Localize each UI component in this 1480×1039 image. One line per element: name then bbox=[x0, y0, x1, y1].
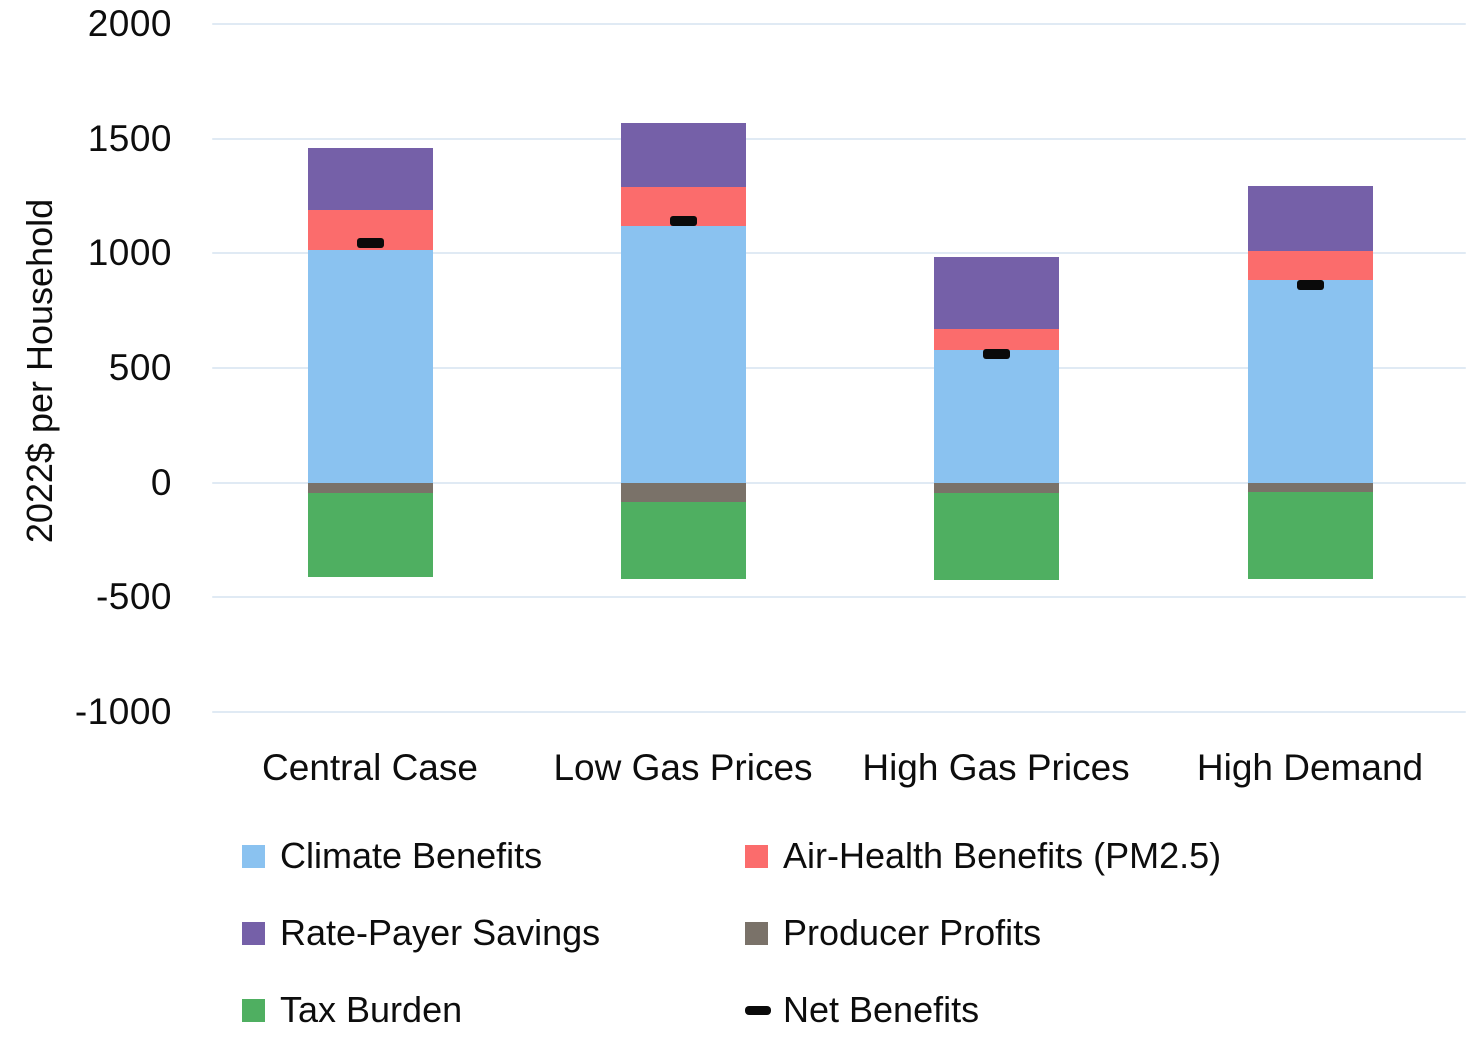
x-axis-label: High Gas Prices bbox=[862, 747, 1130, 788]
gridline-2000 bbox=[212, 22, 1466, 25]
y-axis-tick-1500: 1500 bbox=[87, 117, 172, 159]
bar-segment bbox=[1247, 491, 1373, 580]
bar-segment bbox=[933, 493, 1059, 581]
bar-segment bbox=[933, 256, 1059, 329]
bar-segment bbox=[620, 225, 746, 483]
legend-item: Rate-Payer Savings bbox=[242, 911, 600, 955]
legend-item: Air-Health Benefits (PM2.5) bbox=[745, 834, 1221, 878]
legend-item: Producer Profits bbox=[745, 911, 1041, 955]
legend-swatch-icon bbox=[242, 844, 265, 868]
y-axis-tick-0: 0 bbox=[150, 461, 172, 503]
bar-segment bbox=[933, 482, 1059, 493]
legend-label: Air-Health Benefits (PM2.5) bbox=[783, 835, 1222, 876]
x-axis-label: Low Gas Prices bbox=[553, 747, 813, 788]
legend-item: Net Benefits bbox=[745, 988, 979, 1032]
bar-segment bbox=[307, 249, 433, 483]
bar-segment bbox=[1247, 279, 1373, 483]
x-axis-label: High Demand bbox=[1196, 747, 1424, 788]
legend-label: Rate-Payer Savings bbox=[280, 912, 601, 953]
bar-segment bbox=[620, 482, 746, 503]
y-axis-tick-500: 500 bbox=[108, 347, 172, 388]
bar-segment bbox=[620, 502, 746, 580]
net-benefits-marker bbox=[669, 216, 697, 227]
legend-swatch-icon bbox=[242, 998, 265, 1022]
gridline-0 bbox=[212, 481, 1466, 484]
bar-segment bbox=[933, 329, 1059, 350]
net-benefits-marker bbox=[356, 237, 384, 248]
y-axis-tick--1000: -1000 bbox=[74, 691, 172, 733]
gridline-500 bbox=[212, 367, 1466, 369]
bar-segment bbox=[1247, 482, 1373, 492]
legend-label: Tax Burden bbox=[280, 989, 463, 1030]
gridline-1000 bbox=[212, 252, 1466, 255]
gridline-1500 bbox=[212, 137, 1466, 140]
legend-item: Tax Burden bbox=[242, 988, 462, 1032]
legend-label: Climate Benefits bbox=[280, 835, 543, 876]
net-benefits-marker bbox=[982, 349, 1010, 360]
bar-segment bbox=[307, 493, 433, 577]
bar-segment bbox=[1247, 251, 1373, 280]
bar-segment bbox=[933, 349, 1059, 483]
legend-item: Climate Benefits bbox=[242, 834, 542, 878]
legend-swatch-icon bbox=[745, 844, 768, 868]
legend-label: Producer Profits bbox=[783, 912, 1042, 953]
bar-segment bbox=[620, 122, 746, 187]
net-benefits-marker bbox=[1296, 280, 1324, 291]
legend-label: Net Benefits bbox=[783, 989, 980, 1030]
bar-segment bbox=[307, 147, 433, 210]
y-axis-tick-2000: 2000 bbox=[87, 2, 172, 44]
bar-segment bbox=[1247, 185, 1373, 251]
x-axis-label: Central Case bbox=[262, 747, 478, 788]
legend-swatch-icon bbox=[242, 921, 265, 945]
gridline--1000 bbox=[212, 711, 1466, 714]
legend-swatch-icon bbox=[745, 921, 768, 945]
gridline--500 bbox=[212, 596, 1466, 599]
bar-segment bbox=[307, 482, 433, 493]
y-axis-tick-1000: 1000 bbox=[87, 232, 172, 274]
net-benefits-dash-icon bbox=[745, 1005, 771, 1015]
y-axis-tick--500: -500 bbox=[95, 576, 172, 618]
